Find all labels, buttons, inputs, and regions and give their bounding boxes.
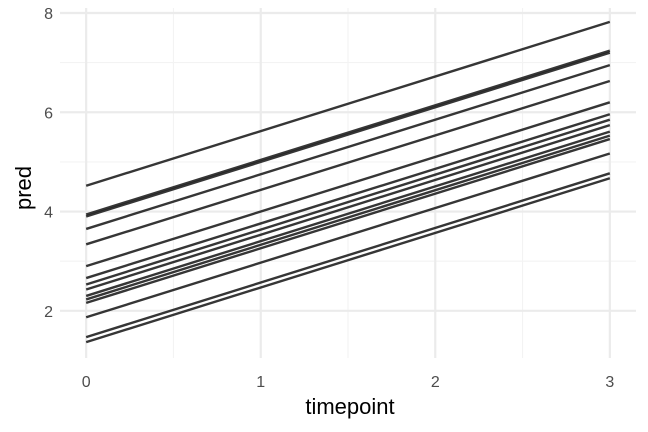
major-gridlines xyxy=(60,8,636,358)
y-tick-label: 4 xyxy=(44,205,53,222)
x-tick-label: 1 xyxy=(256,374,265,391)
series-line xyxy=(85,124,611,291)
y-axis-title: pred xyxy=(11,166,36,210)
series-line xyxy=(85,79,611,246)
y-tick-label: 8 xyxy=(44,6,53,23)
y-tick-label: 6 xyxy=(44,105,53,122)
series-line xyxy=(85,134,611,301)
series-line xyxy=(85,172,611,339)
series-line xyxy=(85,118,611,286)
series-line xyxy=(85,63,611,231)
series-line xyxy=(85,177,611,344)
series-line xyxy=(85,113,611,280)
x-axis-tick-labels: 0 1 2 3 xyxy=(82,374,615,391)
series-line xyxy=(85,130,611,298)
series-line xyxy=(85,101,611,268)
series-line xyxy=(85,49,611,216)
series-line xyxy=(85,137,611,305)
series-line xyxy=(85,20,611,187)
x-tick-label: 0 xyxy=(82,374,91,391)
y-axis-tick-labels: 2 4 6 8 xyxy=(44,6,53,321)
series-lines xyxy=(85,20,611,344)
series-line xyxy=(85,152,611,319)
x-axis-title: timepoint xyxy=(305,394,394,419)
x-tick-label: 3 xyxy=(605,374,614,391)
series-line xyxy=(85,51,611,218)
x-tick-label: 2 xyxy=(431,374,440,391)
y-tick-label: 2 xyxy=(44,304,53,321)
